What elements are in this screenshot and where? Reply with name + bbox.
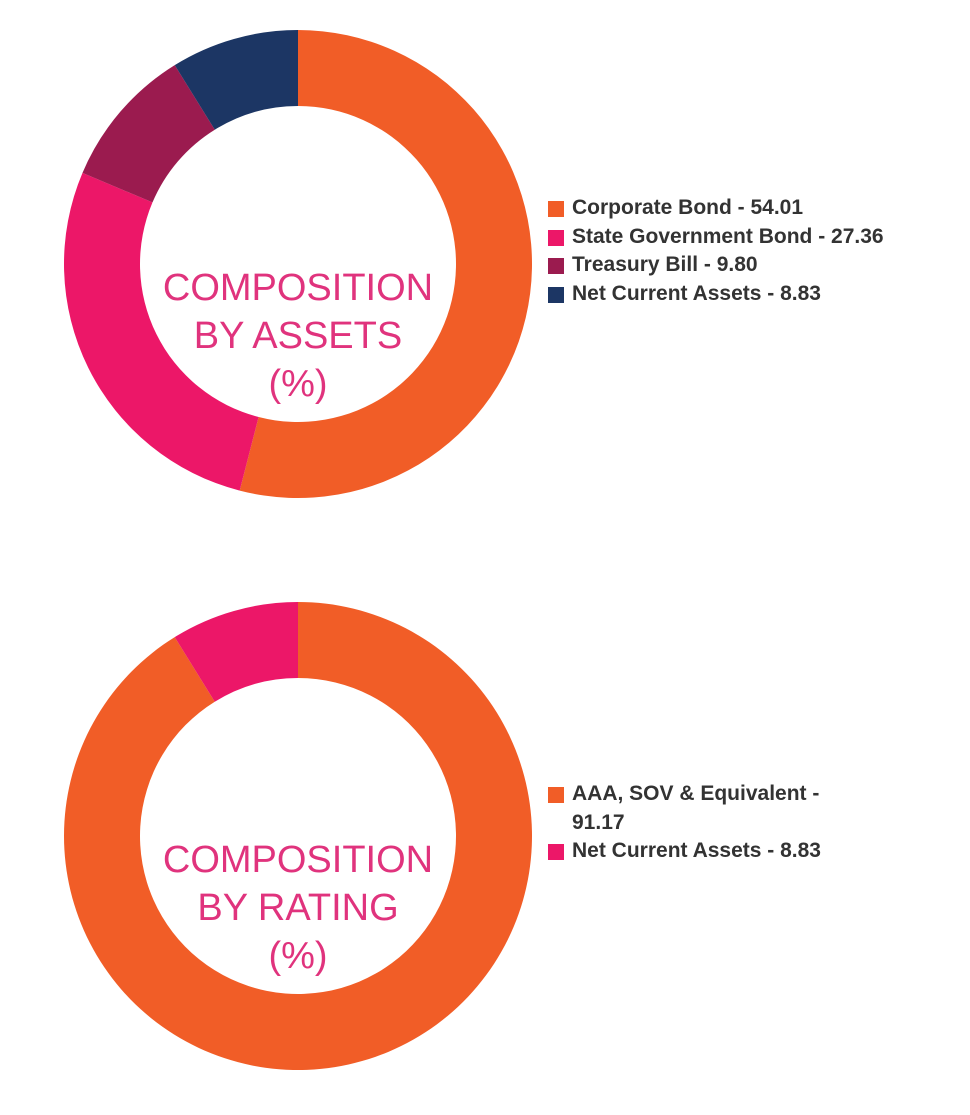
legend-swatch (548, 844, 564, 860)
rating-title-line-3: (%) (268, 935, 328, 977)
legend-swatch (548, 201, 564, 217)
legend-label: AAA, SOV & Equivalent - 91.17 (572, 782, 820, 834)
legend-swatch (548, 286, 564, 303)
composition-by-rating-chart: COMPOSITION BY RATING (%) AAA, SOV & Equ… (0, 572, 970, 1092)
donut-slice-net-current-assets (174, 30, 298, 130)
legend-label: Treasury Bill - 9.80 (572, 253, 758, 276)
rating-title-line-1: COMPOSITION (162, 839, 434, 881)
legend-label: Net Current Assets - 8.83 (572, 281, 821, 305)
assets-title-line-1: COMPOSITION (162, 267, 434, 309)
rating-chart-title: COMPOSITION BY RATING (%) (148, 836, 448, 980)
donut-slice-corporate-bond (239, 30, 532, 498)
donut-slice-aaa-sov-equivalent (64, 602, 532, 1070)
legend-swatch (548, 787, 564, 803)
legend-item-net-current-assets: Net Current Assets - 8.83 (548, 837, 872, 866)
legend-item-state-government-bond: State Government Bond - 27.36 (548, 223, 884, 252)
rating-legend: AAA, SOV & Equivalent - 91.17 Net Curren… (548, 780, 872, 866)
legend-item-aaa-sov-equivalent: AAA, SOV & Equivalent - 91.17 (548, 780, 872, 837)
donut-slice-state-government-bond (63, 172, 259, 491)
legend-item-treasury-bill: Treasury Bill - 9.80 (548, 251, 884, 280)
donut-slice-net-current-assets (174, 602, 298, 702)
donut-slice-treasury-bill (82, 65, 215, 203)
rating-title-line-2: BY RATING (197, 887, 399, 929)
legend-swatch (548, 258, 564, 274)
assets-chart-title: COMPOSITION BY ASSETS (%) (148, 264, 448, 408)
rating-donut (64, 602, 532, 1070)
legend-label: Net Current Assets - 8.83 (572, 839, 821, 862)
legend-swatch (548, 229, 564, 246)
legend-item-corporate-bond: Corporate Bond - 54.01 (548, 194, 884, 223)
legend-label: Corporate Bond - 54.01 (572, 196, 804, 219)
legend-label: State Government Bond - 27.36 (572, 224, 884, 248)
assets-donut (63, 30, 532, 498)
assets-title-line-3: (%) (268, 363, 328, 405)
legend-item-net-current-assets: Net Current Assets - 8.83 (548, 280, 884, 309)
assets-legend: Corporate Bond - 54.01 State Government … (548, 194, 884, 308)
composition-by-assets-chart: COMPOSITION BY ASSETS (%) Corporate Bond… (0, 0, 970, 520)
assets-title-line-2: BY ASSETS (193, 315, 403, 357)
